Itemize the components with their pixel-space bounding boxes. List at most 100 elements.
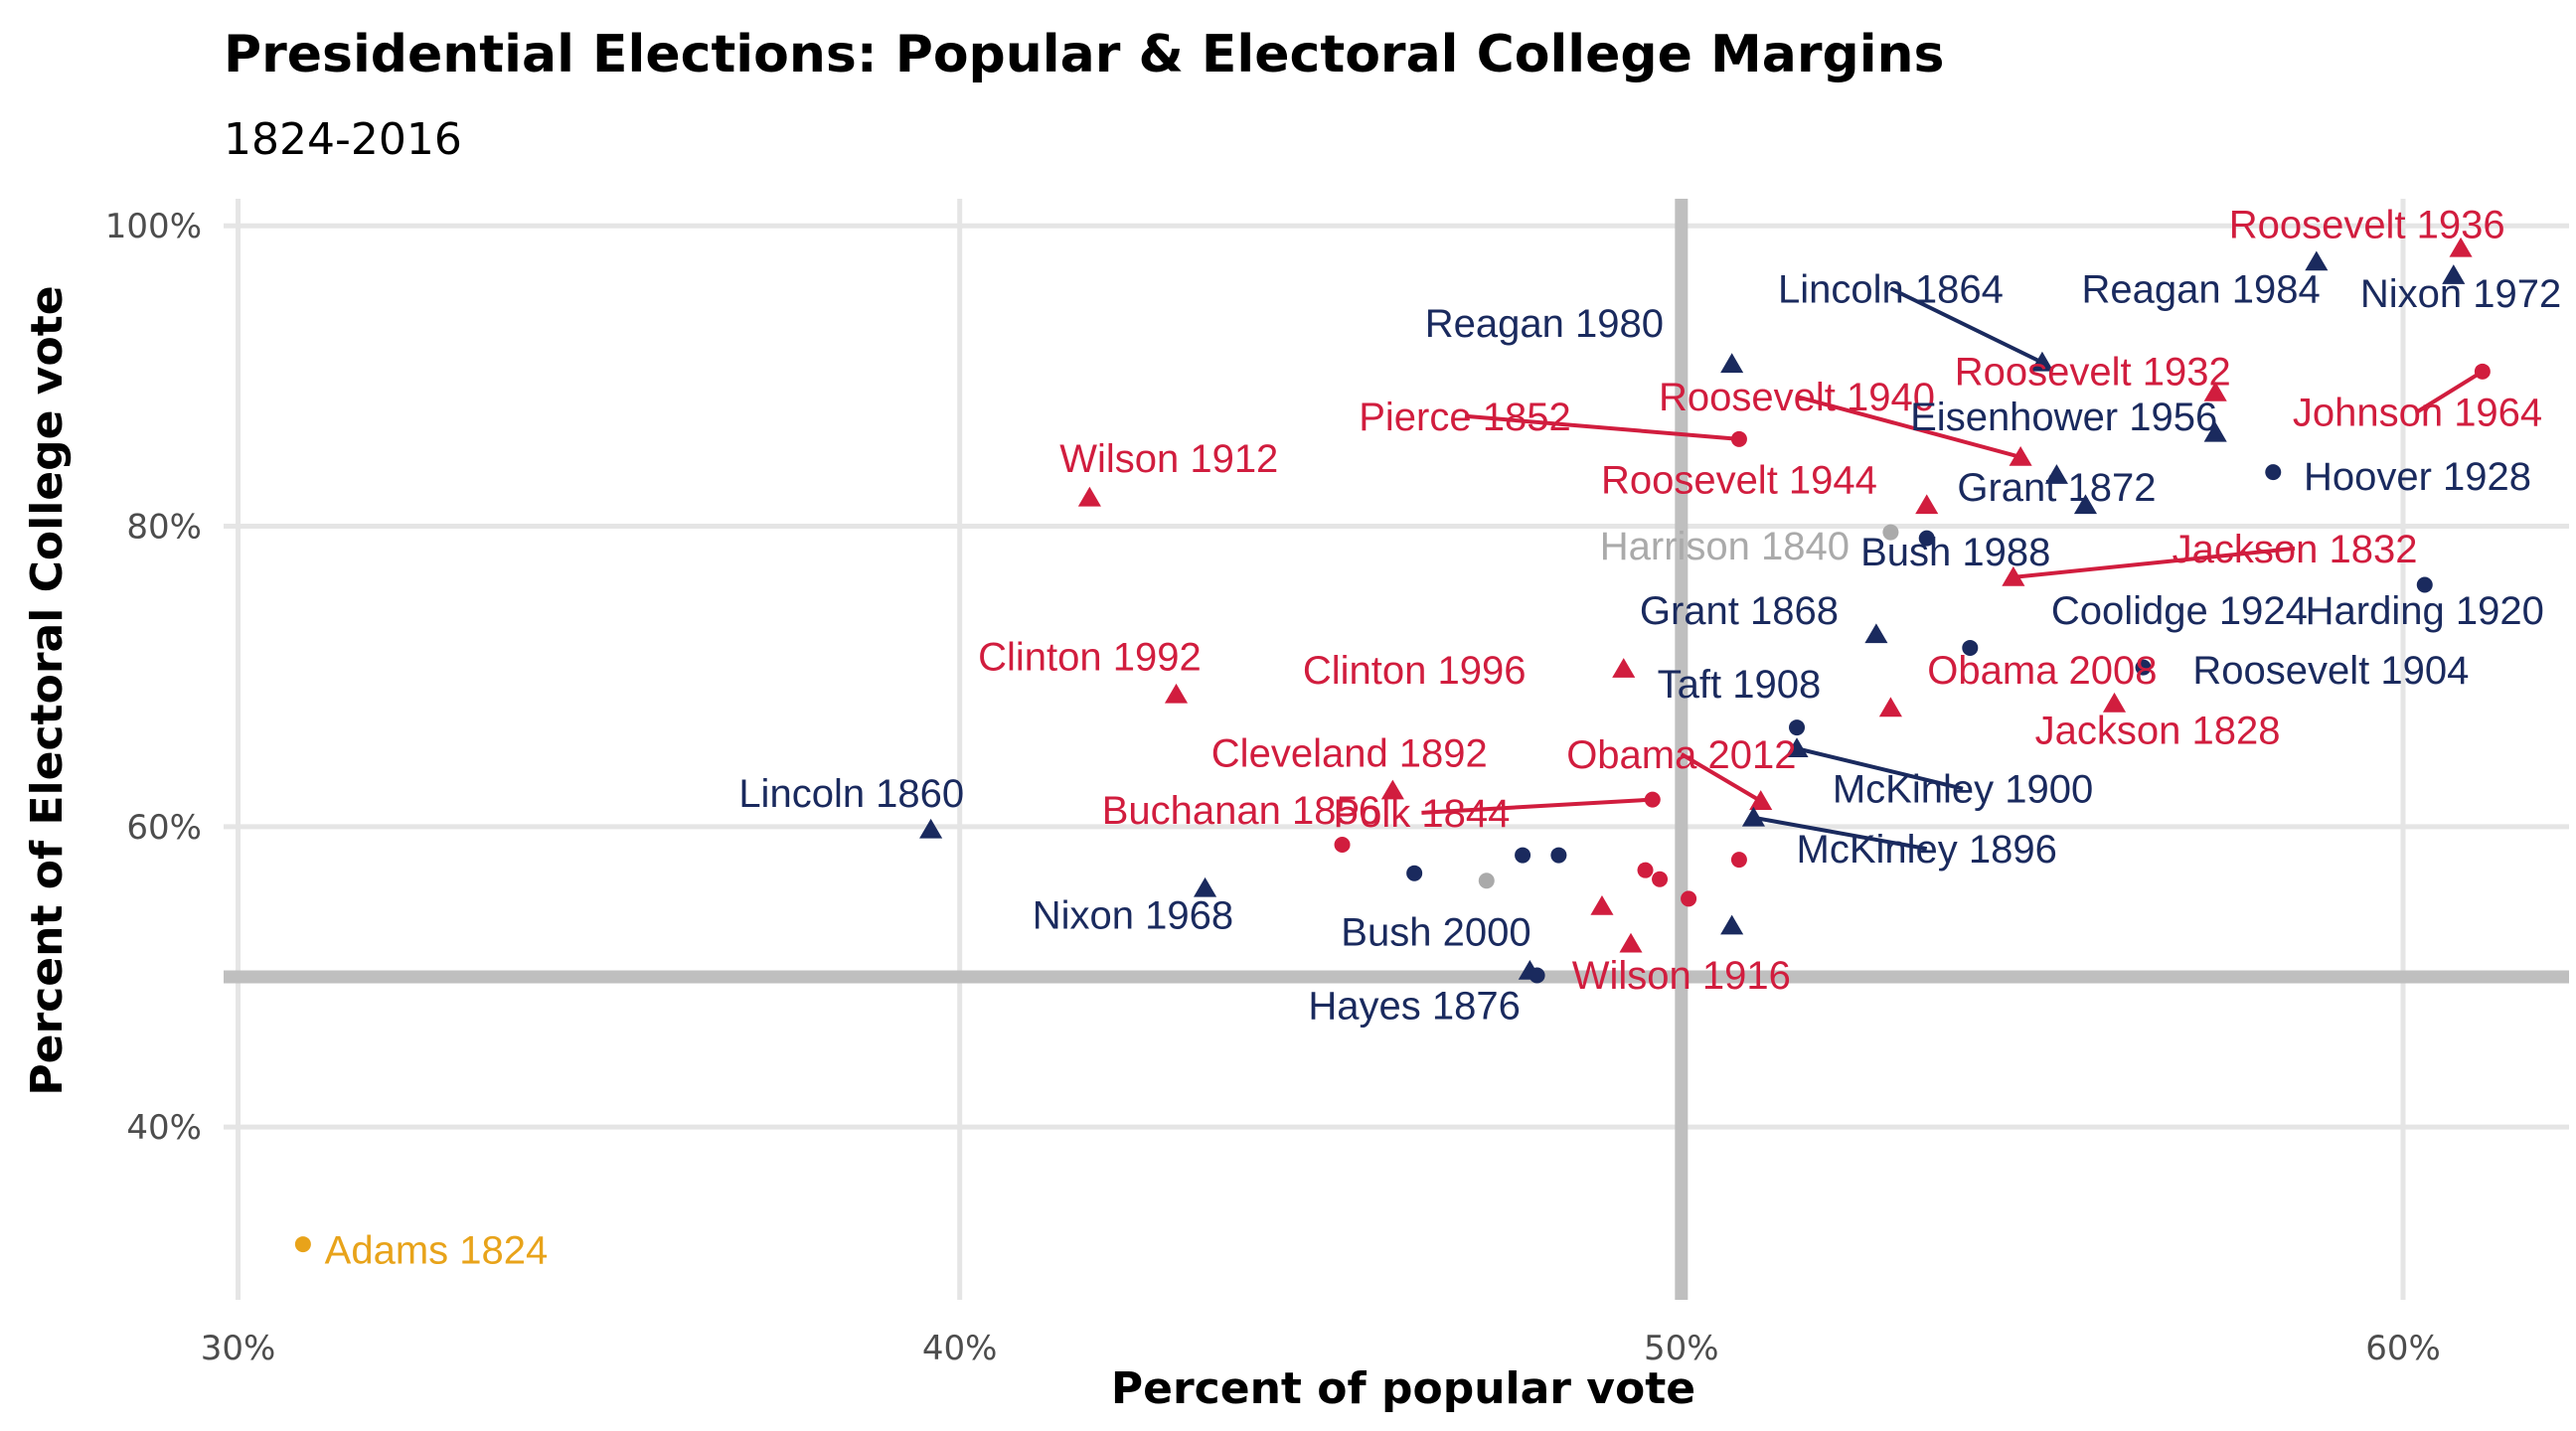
data-point-triangle [1749,790,1773,810]
data-point-triangle [1077,486,1101,507]
label-leader-line [1796,746,1964,791]
data-point-triangle [2102,692,2127,713]
y-tick-label: 40% [126,1108,202,1148]
data-point-circle [1918,530,1935,547]
data-point-triangle [1619,932,1643,953]
point-label: Lincoln 1864 [1778,267,2004,311]
x-tick-label: 40% [922,1329,998,1368]
point-label: Buchanan 1856 [1102,789,1380,833]
point-label: McKinley 1900 [1833,768,2093,812]
data-point-triangle [2449,237,2473,257]
data-point-circle [294,1236,311,1253]
x-tick-label: 50% [1644,1329,1719,1368]
x-axis-title: Percent of popular vote [1111,1363,1695,1414]
point-label: Coolidge 1924 [2051,589,2308,633]
label-leader-line [1464,413,1740,441]
point-label: Hayes 1876 [1308,984,1520,1028]
data-point-triangle [1741,806,1765,827]
data-point-circle [1515,847,1531,864]
point-label: Roosevelt 1904 [2192,649,2469,693]
point-label: McKinley 1896 [1797,828,2057,872]
chart-subtitle: 1824-2016 [224,114,462,165]
data-point-triangle [1590,894,1614,915]
data-point-circle [1730,852,1747,869]
point-label: Nixon 1968 [1033,894,1233,938]
point-label: Grant 1868 [1640,589,1839,633]
point-label: Johnson 1964 [2293,391,2542,434]
data-point-circle [2265,464,2282,481]
label-leader-line [1753,815,1928,852]
point-labels: Adams 1824 Lincoln 1860 Wilson 1912 Clinton… [325,203,2562,1272]
point-label: Harrison 1840 [1600,525,1850,568]
data-point-triangle [1720,914,1744,935]
label-leader-line [2012,546,2296,579]
point-label: Taft 1908 [1658,663,1822,707]
point-label: Obama 2008 [1927,649,2157,693]
data-point-triangle [1380,779,1404,800]
point-label: Roosevelt 1944 [1601,458,1877,502]
data-point-circle [1644,791,1661,808]
data-point-circle [1789,719,1806,736]
point-label: Wilson 1916 [1572,954,1791,998]
point-label: Harding 1920 [2306,589,2544,633]
data-point-circle [1550,847,1567,864]
point-label: Jackson 1828 [2035,710,2281,753]
data-point-circle [1637,862,1654,878]
point-label: Roosevelt 1940 [1659,376,1935,419]
data-point-circle [1882,524,1899,541]
point-label: Hoover 1928 [2304,455,2531,499]
label-leader-line [2416,370,2484,413]
data-point-triangle [1720,353,1744,374]
data-point-triangle [2002,565,2025,586]
point-label: Bush 1988 [1860,531,2050,574]
label-segments [1421,286,2484,852]
point-label: Adams 1824 [325,1229,549,1273]
point-label: Cleveland 1892 [1211,731,1488,775]
point-label: Clinton 1996 [1303,649,1527,693]
point-label: Wilson 1912 [1059,437,1278,481]
label-leader-line [1796,395,2021,459]
label-leader-line [1889,286,2043,365]
reference-lines [224,199,2569,1300]
point-label: Pierce 1852 [1359,396,1570,439]
data-point-circle [1681,890,1697,907]
data-point-triangle [1612,658,1636,678]
y-tick-label: 60% [126,808,202,848]
label-leader-line [1680,752,1762,803]
data-point-triangle [1878,697,1902,717]
data-point-circle [1962,639,1979,656]
point-label: Grant 1872 [1957,466,2156,510]
data-point-triangle [2305,250,2329,271]
point-label: Polk 1844 [1333,792,1510,836]
data-point-triangle [1864,623,1888,644]
data-point-triangle [2030,351,2054,372]
label-leader-line [1421,797,1653,815]
point-label: Reagan 1980 [1425,302,1664,346]
x-tick-label: 30% [201,1329,276,1368]
point-label: Roosevelt 1932 [1955,350,2231,394]
y-tick-label: 100% [105,207,202,246]
data-point-circle [1730,430,1747,447]
x-tick-label: 60% [2365,1329,2441,1368]
data-point-triangle [2044,464,2068,484]
data-point-triangle [2009,445,2032,466]
data-point-circle [1478,873,1495,889]
axis-ticks: 30% 40% 50% 60% 40% 60% 80% 100% [105,207,2441,1368]
point-label: Clinton 1992 [978,636,1202,680]
data-point-circle [2474,363,2491,380]
data-point-circle [1334,836,1351,853]
data-point-circle [1529,967,1545,984]
point-label: Jackson 1832 [2173,528,2418,571]
point-label: Eisenhower 1956 [1910,396,2217,439]
data-point-triangle [1194,876,1217,897]
data-point-triangle [919,818,943,839]
data-point-triangle [1915,494,1939,515]
data-point-triangle [2442,264,2466,284]
data-point-triangle [2203,381,2227,401]
data-points [294,237,2491,1253]
point-label: Lincoln 1860 [738,772,964,816]
y-tick-label: 80% [126,508,202,548]
data-point-circle [1406,865,1423,881]
data-point-triangle [1785,737,1809,758]
